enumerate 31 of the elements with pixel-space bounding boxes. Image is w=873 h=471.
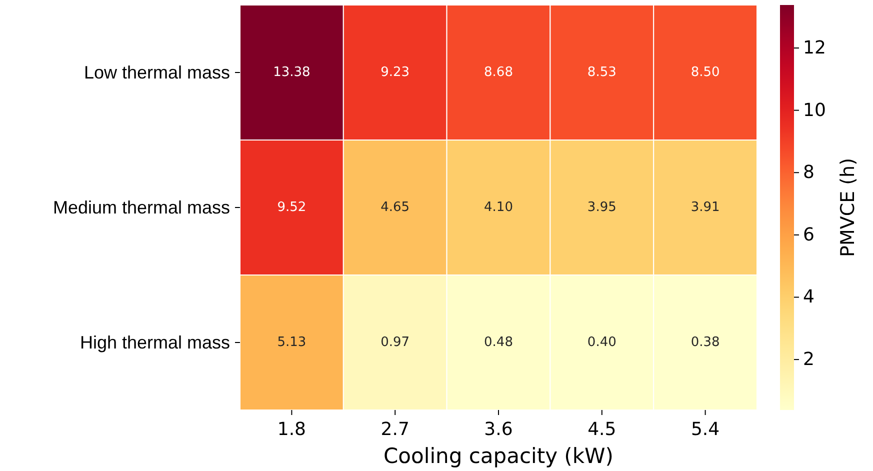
color-bar-label: 10 <box>803 100 826 121</box>
color-bar-label: 4 <box>803 286 814 308</box>
color-bar-title: PMVCE (h) <box>837 158 859 258</box>
data-label: 0.40 <box>587 335 616 350</box>
data-label: 5.13 <box>277 335 306 350</box>
data-label: 8.68 <box>484 65 513 80</box>
data-label: 8.50 <box>690 65 720 80</box>
color-bar-label: 2 <box>803 349 814 370</box>
color-bar-label: 8 <box>803 162 814 184</box>
data-label: 9.23 <box>380 65 410 80</box>
data-label: 9.52 <box>277 200 306 215</box>
data-label: 3.91 <box>690 200 720 215</box>
data-label: 13.38 <box>273 65 310 80</box>
x-tick-label: 1.8 <box>277 419 306 440</box>
data-label: 4.65 <box>380 200 410 215</box>
color-bar-label: 12 <box>803 37 826 58</box>
y-tick-label: High thermal mass <box>80 332 230 352</box>
data-label: 0.97 <box>380 335 410 350</box>
x-tick-label: 2.7 <box>380 419 410 440</box>
data-label: 4.10 <box>484 200 513 215</box>
data-label: 3.95 <box>587 200 616 215</box>
color-bar-label: 6 <box>803 224 814 246</box>
x-axis-title: Cooling capacity (kW) <box>384 444 614 468</box>
data-label: 8.53 <box>587 65 616 80</box>
y-tick-label: Low thermal mass <box>84 62 230 82</box>
data-label: 0.38 <box>690 335 720 350</box>
x-tick-label: 5.4 <box>690 419 720 440</box>
y-tick-label: Medium thermal mass <box>52 198 230 218</box>
data-label: 0.48 <box>484 335 513 350</box>
x-tick-label: 4.5 <box>588 419 616 440</box>
x-tick-label: 3.6 <box>484 419 513 440</box>
